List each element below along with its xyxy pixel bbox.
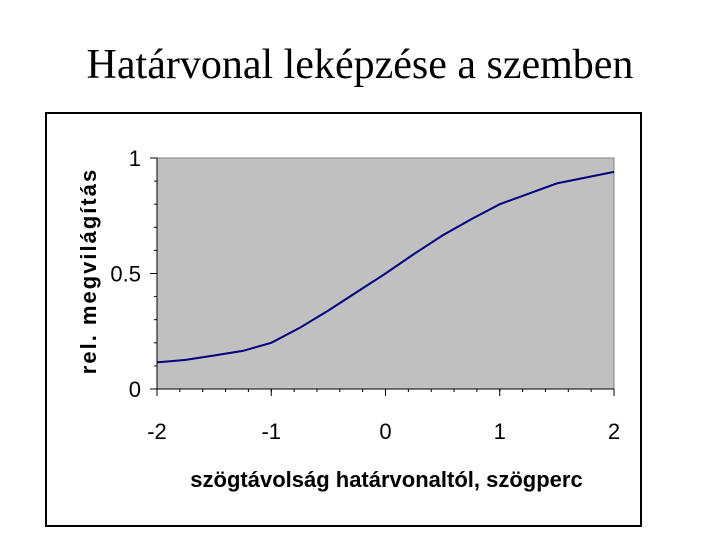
x-tick-label: 2 [608, 419, 620, 444]
y-axis: 00.51 [110, 146, 158, 402]
y-tick-label: 1 [129, 146, 141, 171]
series-layer [156, 170, 615, 364]
series-line [156, 170, 615, 364]
y-tick-label: 0.5 [110, 262, 141, 287]
y-tick-label: 0 [129, 377, 141, 402]
x-tick-label: -1 [261, 419, 281, 444]
x-tick-label: 1 [494, 419, 506, 444]
y-axis-title: rel. megvilágítás [76, 168, 101, 374]
x-tick-label: 0 [379, 419, 391, 444]
x-tick-label: -2 [147, 419, 167, 444]
slide-title: Határvonal leképzése a szemben [86, 42, 634, 88]
x-axis-title: szögtávolság határvonaltól, szögperc [190, 467, 582, 492]
x-axis: -2 -1 0 1 2 [147, 388, 620, 444]
